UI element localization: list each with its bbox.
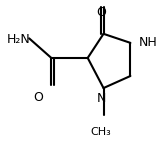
Text: CH₃: CH₃: [91, 127, 111, 137]
Text: O: O: [96, 6, 106, 19]
Text: O: O: [34, 91, 44, 104]
Text: H₂N: H₂N: [7, 33, 31, 46]
Text: N: N: [96, 92, 106, 105]
Text: NH: NH: [138, 36, 157, 49]
